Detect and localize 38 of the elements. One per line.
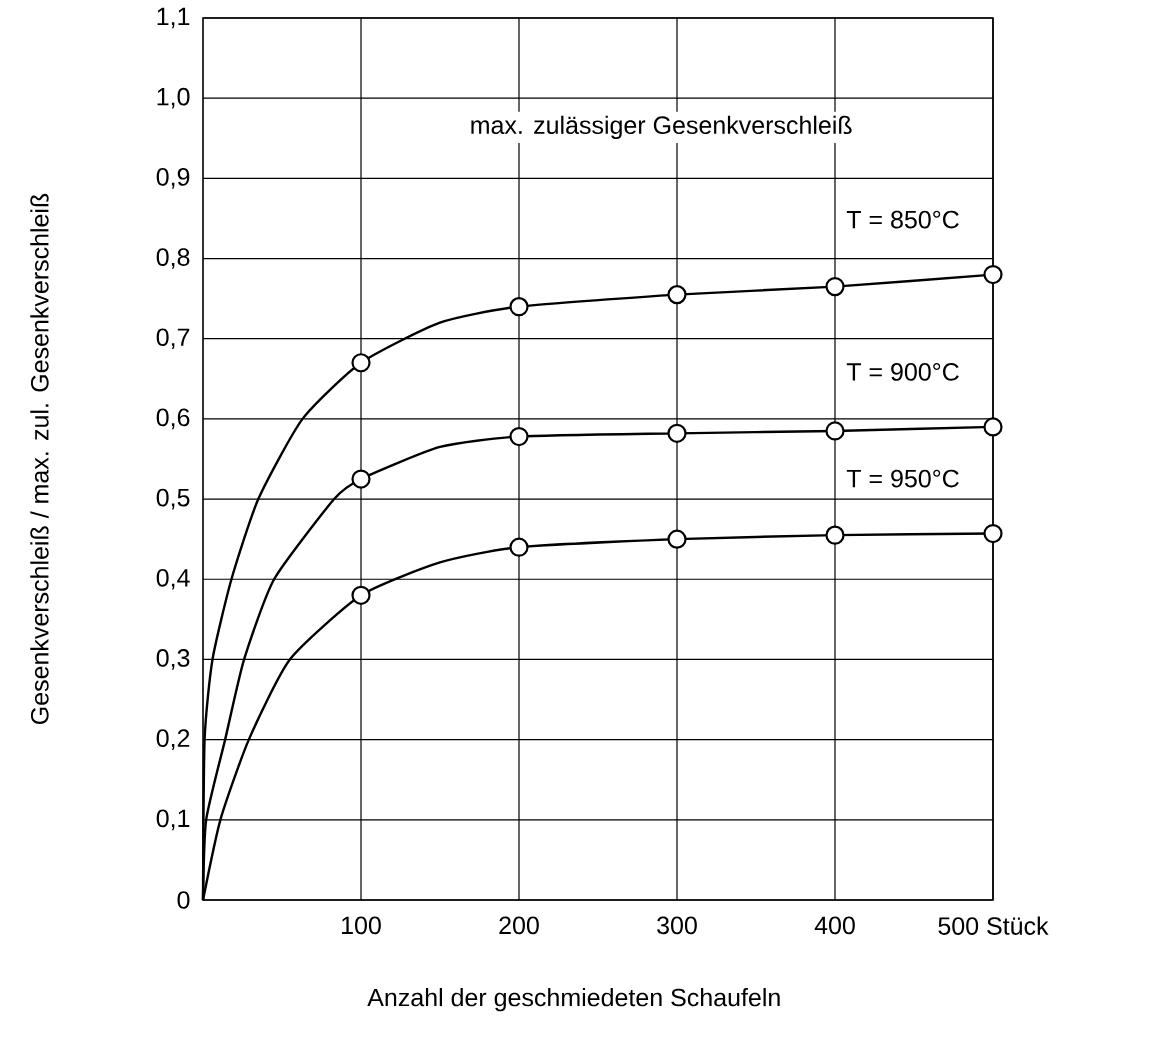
point: [983, 264, 1003, 285]
y-tick-label: 0,4: [156, 568, 190, 590]
x-tick-label: 300: [657, 916, 697, 935]
point: [825, 525, 845, 545]
y-tick-label: 1,0: [157, 87, 190, 109]
y-tick-label: 0,1: [156, 809, 190, 831]
point: [983, 417, 1003, 437]
series-label: T = 850°C: [846, 210, 959, 229]
point: [667, 529, 687, 549]
point: [825, 421, 845, 441]
point: [509, 297, 529, 317]
y-tick-label: 1,1: [157, 7, 190, 29]
y-tick-label: 0,2: [156, 729, 190, 750]
point: [667, 423, 687, 443]
x-tick-label: 100: [342, 916, 381, 935]
point: [351, 353, 371, 373]
annotation: max. zulässiger Gesenkverschleiß: [471, 115, 852, 140]
point: [351, 585, 371, 605]
y-tick-label: 0,3: [156, 649, 190, 670]
y-tick-label: 0,8: [156, 248, 190, 269]
point: [825, 277, 845, 297]
point: [667, 285, 687, 305]
series-label: T = 950°C: [846, 469, 959, 488]
y-axis-title: Gesenkverschleiß / max. zul. Gesenkverschleiß: [30, 193, 49, 725]
point: [351, 469, 371, 489]
point: [509, 537, 529, 557]
y-tick-label: 0,6: [156, 408, 190, 430]
y-tick-label: 0,9: [156, 168, 190, 189]
y-tick-label: 0,7: [156, 328, 190, 350]
y-tick-label: 0: [177, 891, 190, 909]
y-tick-label: 0,5: [156, 488, 190, 510]
x-axis-title: Anzahl der geschmiedeten Schaufeln: [367, 988, 780, 1012]
x-tick-label: 200: [499, 916, 539, 935]
x-tick-label: 500 Stück: [938, 916, 1049, 935]
series-label: T = 900°C: [846, 363, 959, 381]
x-tick-label: 400: [814, 916, 855, 935]
point: [509, 426, 529, 447]
point: [983, 523, 1003, 544]
